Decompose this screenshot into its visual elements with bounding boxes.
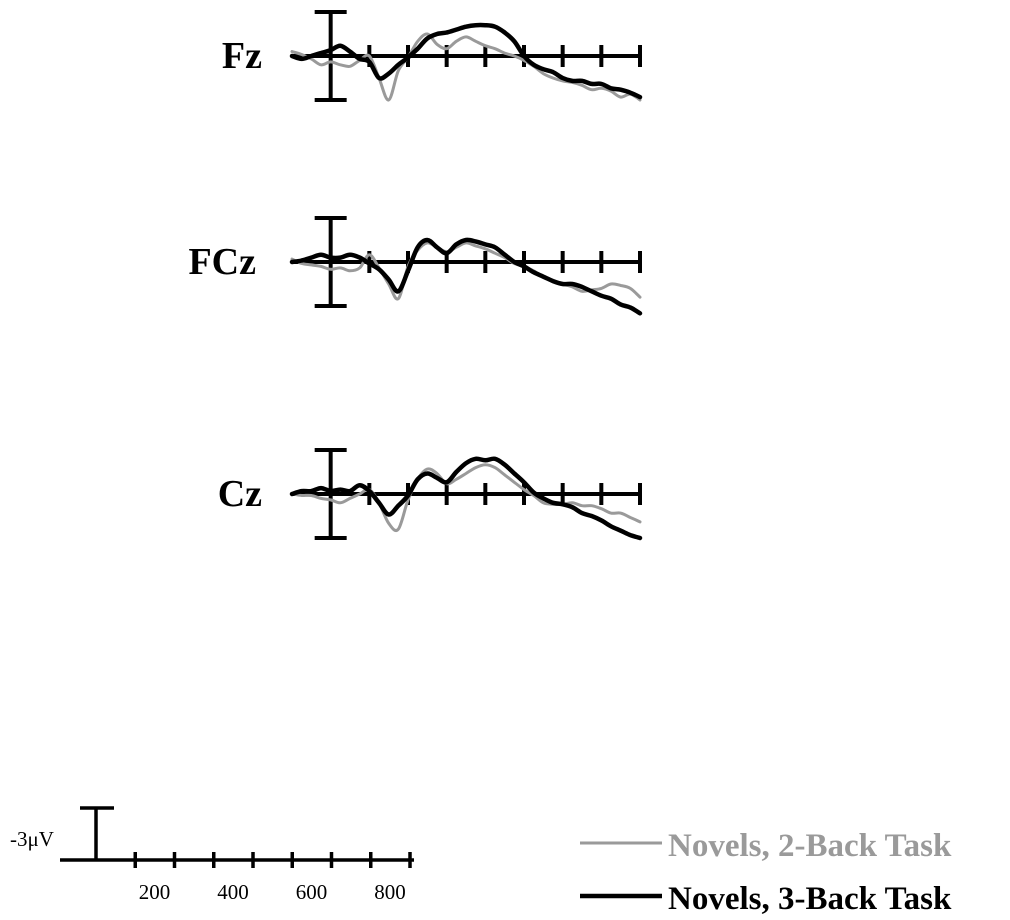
panel-fcz-series-3back bbox=[289, 237, 643, 316]
scale-voltage-label: -3μV bbox=[10, 827, 54, 851]
panel-fz-series-3back bbox=[289, 22, 643, 100]
panel-fcz: FCz bbox=[188, 216, 643, 316]
scale-ticks: 200 400 600 800 bbox=[133, 852, 412, 904]
legend-label-3back: Novels, 3-Back Task bbox=[668, 881, 952, 917]
panel-label-fcz: FCz bbox=[188, 241, 256, 283]
scale-tick-label-400: 400 bbox=[217, 880, 249, 904]
legend: Novels, 2-Back Task Novels, 3-Back Task bbox=[580, 828, 952, 917]
panel-label-cz: Cz bbox=[218, 473, 262, 515]
erp-panels: Fz FCz Cz bbox=[188, 10, 643, 541]
panel-label-fz: Fz bbox=[222, 35, 262, 77]
scale-tick-label-200: 200 bbox=[139, 880, 171, 904]
panel-fz: Fz bbox=[222, 10, 643, 102]
scale-bar: -3μV 200 400 600 800 bbox=[10, 806, 414, 904]
panel-cz-series-3back bbox=[289, 456, 643, 541]
panel-cz: Cz bbox=[218, 448, 643, 541]
panel-fcz-series-2back bbox=[290, 241, 642, 301]
scale-tick-label-600: 600 bbox=[296, 880, 328, 904]
legend-label-2back: Novels, 2-Back Task bbox=[668, 828, 952, 864]
panel-cz-series-2back bbox=[290, 463, 642, 532]
scale-tick-label-800: 800 bbox=[374, 880, 406, 904]
panel-fz-series-2back bbox=[290, 32, 642, 102]
